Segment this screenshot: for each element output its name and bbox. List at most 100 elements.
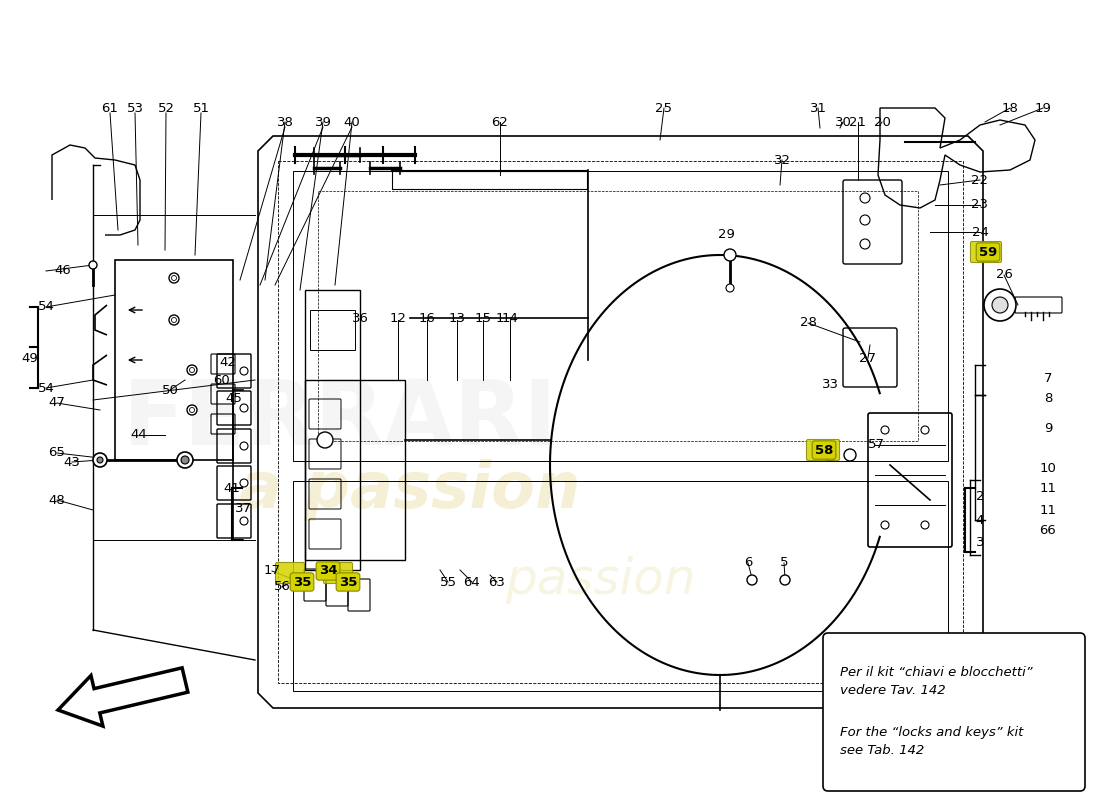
Text: 55: 55 (440, 575, 456, 589)
Circle shape (317, 432, 333, 448)
Circle shape (169, 315, 179, 325)
Text: 63: 63 (488, 575, 505, 589)
Text: 42: 42 (220, 355, 236, 369)
Text: 62: 62 (492, 115, 508, 129)
Text: 6: 6 (744, 557, 752, 570)
Text: 20: 20 (873, 115, 890, 129)
Text: 28: 28 (800, 317, 816, 330)
Circle shape (187, 405, 197, 415)
Text: 12: 12 (389, 311, 407, 325)
Text: 10: 10 (1040, 462, 1056, 474)
FancyBboxPatch shape (970, 242, 1001, 262)
Text: 60: 60 (213, 374, 230, 386)
FancyBboxPatch shape (323, 562, 352, 583)
Text: 16: 16 (419, 311, 436, 325)
Text: 23: 23 (971, 198, 989, 211)
Text: 34: 34 (319, 565, 338, 578)
Text: 30: 30 (835, 115, 851, 129)
Text: 39: 39 (315, 115, 331, 129)
Text: 3: 3 (976, 537, 984, 550)
Text: 5: 5 (780, 557, 789, 570)
Text: 17: 17 (264, 565, 280, 578)
Circle shape (94, 453, 107, 467)
Text: 36: 36 (352, 311, 368, 325)
Text: 11: 11 (1040, 503, 1056, 517)
Circle shape (172, 275, 176, 281)
Text: 24: 24 (971, 226, 989, 238)
Text: 61: 61 (101, 102, 119, 114)
Text: 51: 51 (192, 102, 209, 114)
Circle shape (177, 452, 192, 468)
Text: 50: 50 (162, 383, 178, 397)
Text: 11: 11 (1040, 482, 1056, 494)
Text: 43: 43 (64, 455, 80, 469)
Circle shape (881, 521, 889, 529)
Circle shape (921, 426, 929, 434)
Text: 65: 65 (48, 446, 65, 459)
Bar (293, 171, 948, 461)
Circle shape (182, 456, 189, 464)
Text: 8: 8 (1044, 391, 1053, 405)
Circle shape (240, 479, 248, 487)
Circle shape (984, 289, 1016, 321)
Text: 14: 14 (502, 311, 518, 325)
Text: 33: 33 (822, 378, 838, 391)
Text: 4: 4 (976, 514, 984, 526)
Circle shape (89, 261, 97, 269)
Text: 59: 59 (979, 246, 997, 258)
Circle shape (747, 575, 757, 585)
Circle shape (240, 404, 248, 412)
Text: 9: 9 (1044, 422, 1053, 434)
Text: 35: 35 (339, 575, 358, 589)
Circle shape (189, 407, 195, 413)
Text: 66: 66 (1040, 523, 1056, 537)
Circle shape (992, 297, 1008, 313)
FancyArrow shape (58, 668, 188, 726)
Text: 45: 45 (226, 391, 242, 405)
Text: 52: 52 (157, 102, 175, 114)
Text: 21: 21 (849, 115, 867, 129)
Text: 27: 27 (859, 351, 877, 365)
Circle shape (240, 517, 248, 525)
Text: 47: 47 (48, 397, 65, 410)
Bar (116, 260, 233, 460)
Text: 46: 46 (55, 265, 72, 278)
Circle shape (187, 365, 197, 375)
Text: 38: 38 (276, 115, 294, 129)
Text: 58: 58 (815, 443, 833, 457)
Circle shape (881, 426, 889, 434)
Circle shape (726, 284, 734, 292)
Text: 35: 35 (293, 575, 311, 589)
Bar (305, 290, 360, 570)
Circle shape (860, 193, 870, 203)
Text: passion: passion (505, 556, 695, 604)
Text: FERRARI: FERRARI (122, 376, 558, 464)
Text: 1: 1 (496, 311, 504, 325)
Text: 44: 44 (131, 429, 147, 442)
Bar (318, 191, 918, 441)
Bar (305, 380, 405, 560)
FancyBboxPatch shape (275, 562, 305, 583)
Text: 41: 41 (223, 482, 241, 494)
Bar (392, 171, 587, 189)
Text: 22: 22 (971, 174, 989, 186)
Text: 15: 15 (474, 311, 492, 325)
Text: 54: 54 (37, 382, 54, 394)
Text: a passion: a passion (240, 459, 581, 521)
Text: 13: 13 (449, 311, 465, 325)
Circle shape (780, 575, 790, 585)
Text: 64: 64 (463, 575, 481, 589)
Text: 40: 40 (343, 115, 361, 129)
Circle shape (860, 239, 870, 249)
Text: 7: 7 (1044, 371, 1053, 385)
Text: Per il kit “chiavi e blocchetti”
vedere Tav. 142: Per il kit “chiavi e blocchetti” vedere … (840, 666, 1033, 697)
Text: 29: 29 (717, 227, 735, 241)
Circle shape (824, 449, 836, 461)
Bar (310, 310, 355, 350)
Text: 25: 25 (656, 102, 672, 114)
Circle shape (921, 521, 929, 529)
Text: For the “locks and keys” kit
see Tab. 142: For the “locks and keys” kit see Tab. 14… (840, 726, 1023, 757)
Circle shape (240, 442, 248, 450)
Text: 18: 18 (1002, 102, 1019, 114)
Circle shape (172, 318, 176, 322)
